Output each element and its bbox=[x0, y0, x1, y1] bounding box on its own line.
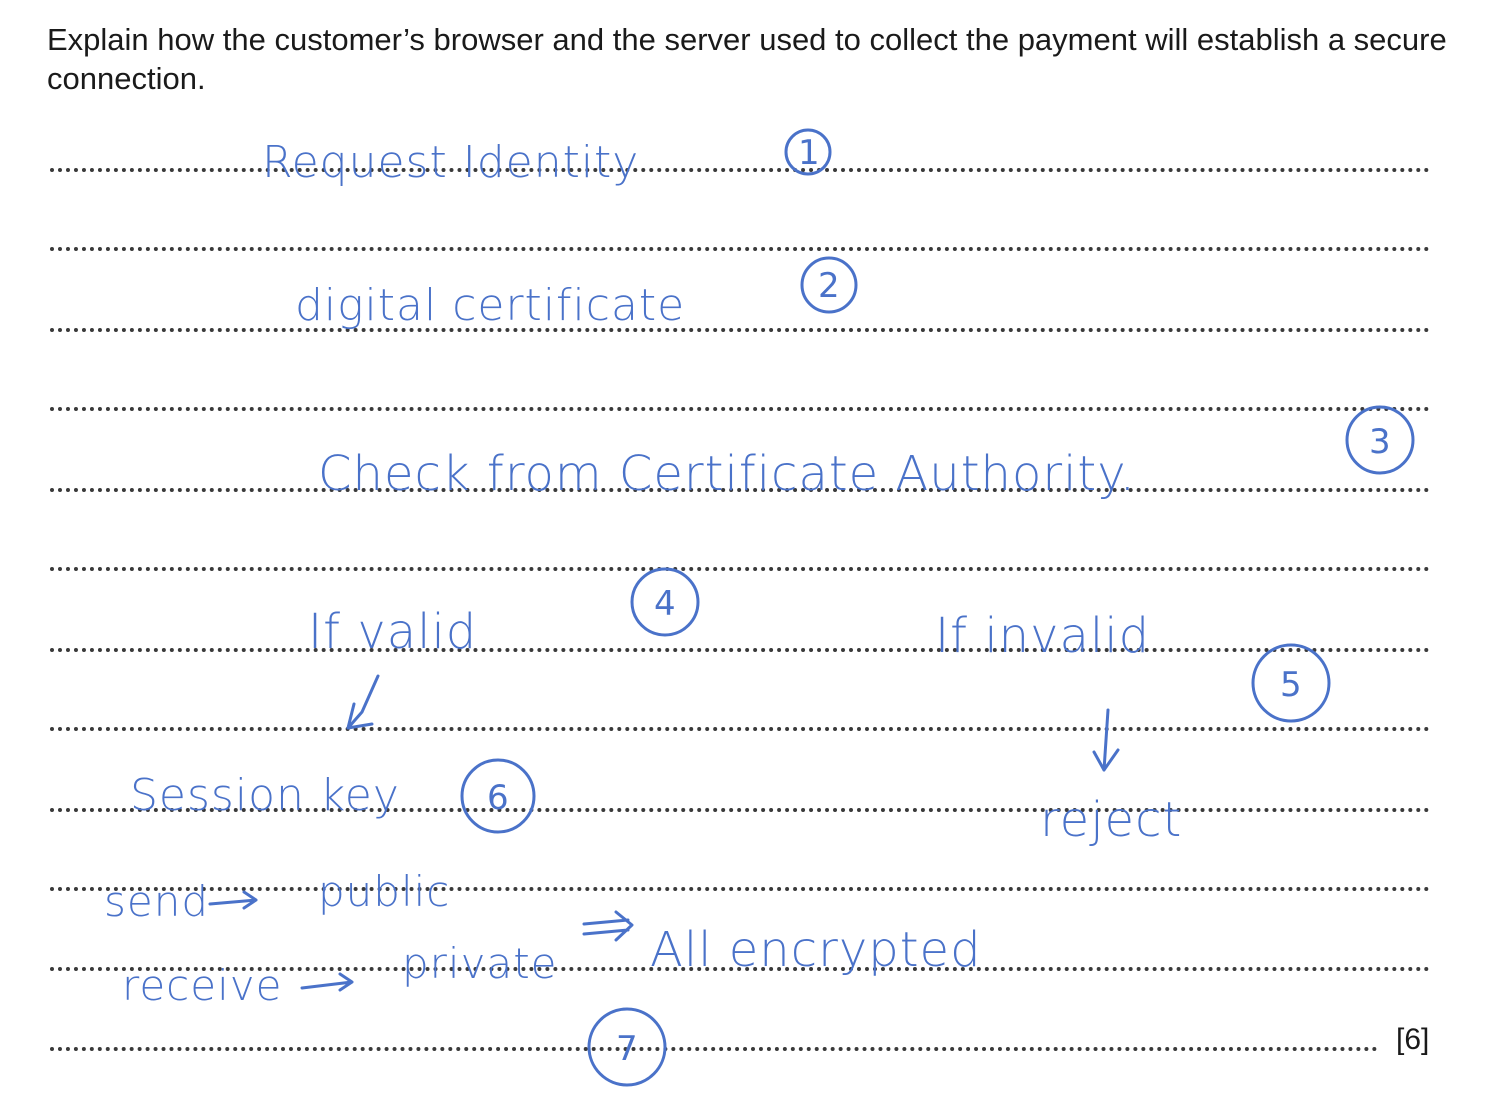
hw-digital-certificate: digital certificate bbox=[295, 280, 685, 331]
answer-line bbox=[50, 1047, 1378, 1051]
hw-private: private bbox=[402, 939, 558, 988]
question-text: Explain how the customer’s browser and t… bbox=[47, 22, 1447, 96]
hw-request-identity: Request Identity bbox=[262, 137, 639, 188]
answer-line bbox=[50, 407, 1430, 411]
answer-line bbox=[50, 488, 1430, 492]
hw-check-ca: Check from Certificate Authority. bbox=[318, 446, 1136, 502]
step-number: 1 bbox=[798, 133, 820, 173]
double-arrow-right-icon bbox=[582, 910, 634, 942]
marks-label: [6] bbox=[1396, 1023, 1430, 1056]
arrow-down-left-icon bbox=[346, 674, 380, 730]
hw-session-key: Session key bbox=[130, 770, 400, 821]
hw-if-invalid: If invalid bbox=[935, 608, 1150, 664]
arrow-down-icon bbox=[1092, 708, 1120, 772]
answer-line bbox=[50, 247, 1430, 251]
answer-line bbox=[50, 808, 1430, 812]
step-circle bbox=[800, 256, 858, 314]
arrow-right-icon bbox=[208, 890, 258, 910]
answer-line bbox=[50, 168, 1430, 172]
answer-line bbox=[50, 648, 1430, 652]
arrow-right-icon bbox=[300, 972, 354, 992]
step-number: 6 bbox=[487, 778, 509, 818]
step-number: 4 bbox=[654, 584, 676, 624]
step-number: 2 bbox=[818, 266, 840, 306]
step-circle bbox=[1251, 643, 1331, 723]
answer-line bbox=[50, 887, 1430, 891]
hw-reject: reject bbox=[1040, 792, 1182, 848]
step-circle bbox=[460, 758, 536, 834]
step-circle bbox=[1345, 405, 1415, 475]
answer-line bbox=[50, 567, 1430, 571]
answer-line bbox=[50, 328, 1430, 332]
step-number: 5 bbox=[1280, 665, 1302, 705]
hw-public: public bbox=[318, 867, 450, 916]
step-number: 3 bbox=[1369, 422, 1391, 462]
hw-send: send bbox=[104, 877, 209, 926]
step-circle bbox=[630, 567, 700, 637]
answer-line bbox=[50, 727, 1430, 731]
answer-line bbox=[50, 967, 1430, 971]
